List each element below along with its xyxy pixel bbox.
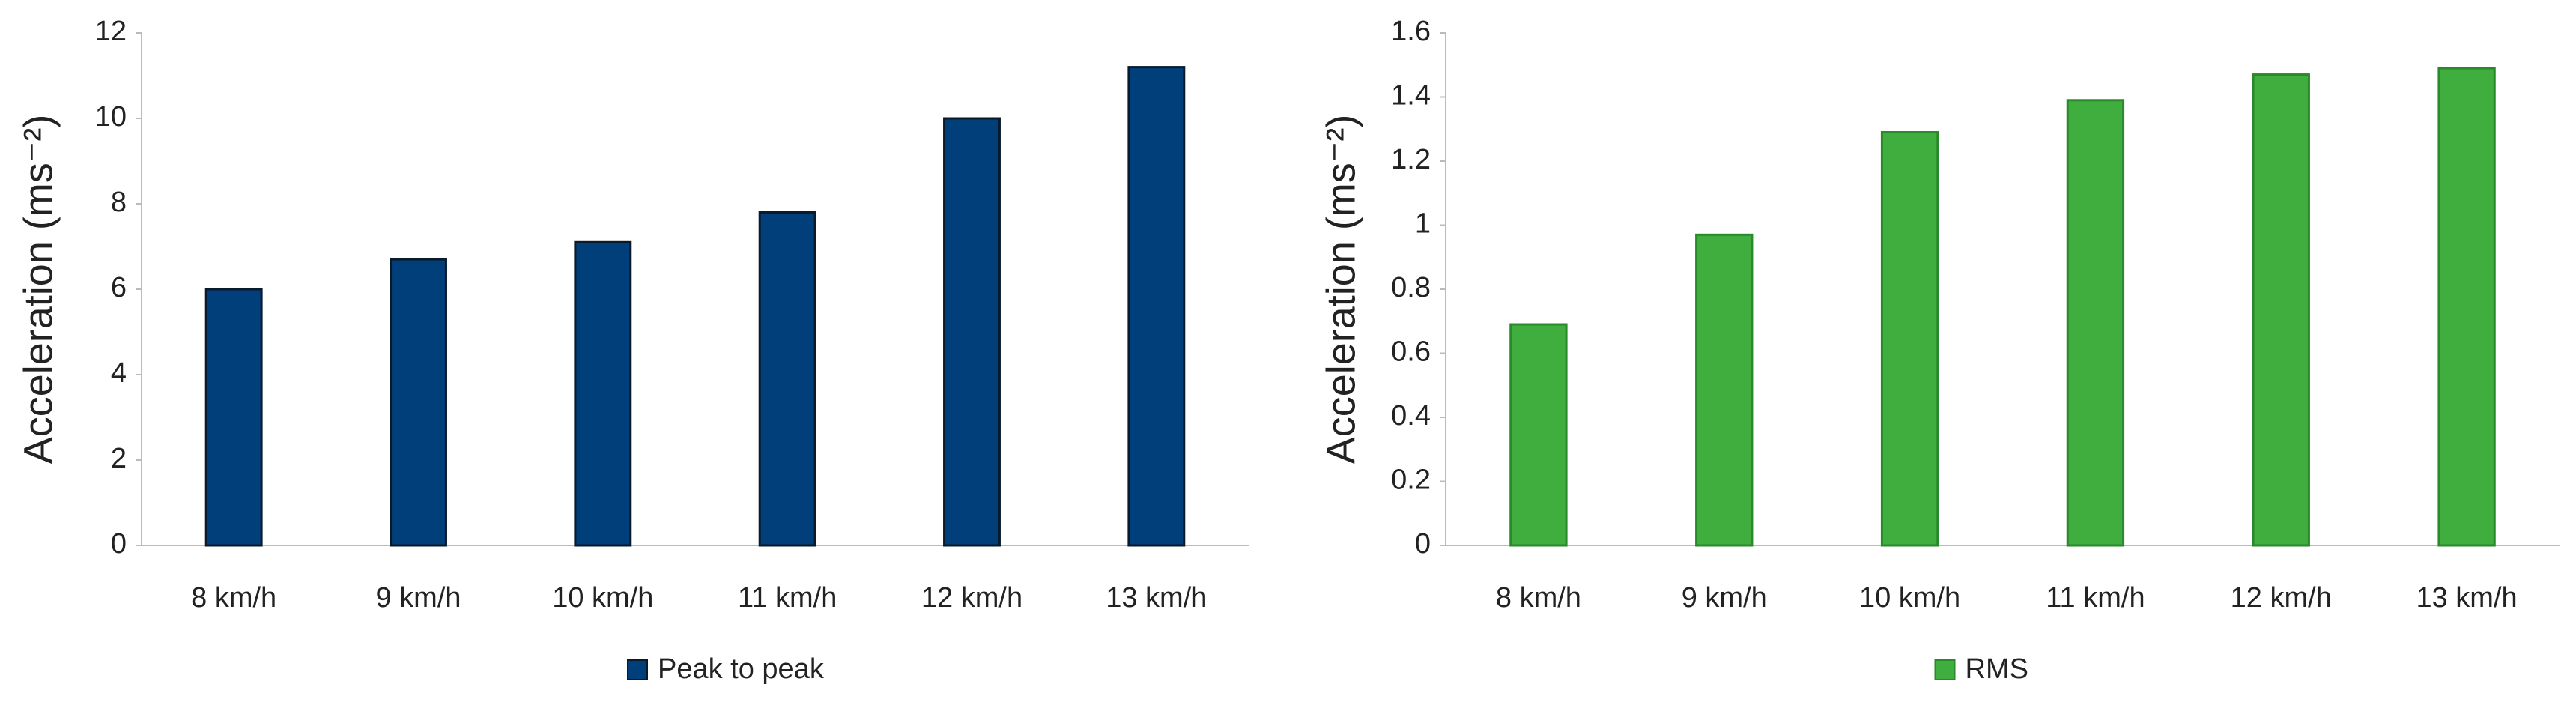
- bar: [2252, 73, 2310, 547]
- x-tick-label: 13 km/h: [1106, 582, 1207, 614]
- x-tick-label: 9 km/h: [1682, 582, 1767, 614]
- bar: [1880, 131, 1939, 547]
- y-tick-label: 1: [1415, 208, 1431, 240]
- y-tick-label: 0.2: [1391, 465, 1431, 496]
- bar: [2066, 99, 2125, 547]
- bar: [943, 117, 1001, 547]
- bar: [1695, 233, 1754, 547]
- bar: [1127, 66, 1186, 547]
- bar: [204, 288, 263, 547]
- bar: [390, 258, 447, 547]
- bar: [574, 240, 632, 547]
- bar: [758, 211, 816, 547]
- y-tick-label: 8: [111, 187, 127, 218]
- x-tick-label: 11 km/h: [2046, 582, 2145, 614]
- x-tick-label: 8 km/h: [191, 582, 276, 614]
- y-tick-label: 10: [95, 101, 127, 133]
- x-tick-label: 10 km/h: [552, 582, 653, 614]
- bar: [1509, 323, 1568, 547]
- x-tick-label: 12 km/h: [2231, 582, 2332, 614]
- y-tick-label: 12: [95, 16, 127, 47]
- x-tick-label: 13 km/h: [2416, 582, 2517, 614]
- x-tick-label: 11 km/h: [738, 582, 837, 614]
- legend-swatch: [1934, 659, 1956, 680]
- y-tick-label: 4: [111, 357, 127, 389]
- x-tick-label: 10 km/h: [1859, 582, 1960, 614]
- y-tick-label: 2: [111, 443, 127, 474]
- y-tick-label: 1.4: [1391, 80, 1431, 112]
- legend-swatch: [627, 659, 648, 680]
- y-tick-label: 1.2: [1391, 144, 1431, 175]
- y-axis-title: Acceleration (ms⁻²): [16, 115, 61, 465]
- legend-label: Peak to peak: [658, 653, 825, 685]
- y-tick-label: 6: [111, 272, 127, 303]
- bar: [2437, 67, 2496, 547]
- x-tick-label: 12 km/h: [921, 582, 1022, 614]
- x-tick-label: 8 km/h: [1496, 582, 1581, 614]
- y-tick-label: 0: [1415, 528, 1431, 560]
- y-tick-label: 1.6: [1391, 16, 1431, 47]
- y-tick-label: 0: [111, 528, 127, 560]
- y-axis-title: Acceleration (ms⁻²): [1318, 115, 1363, 465]
- x-tick-label: 9 km/h: [375, 582, 461, 614]
- y-tick-label: 0.6: [1391, 336, 1431, 368]
- y-tick-label: 0.8: [1391, 272, 1431, 303]
- legend-label: RMS: [1966, 653, 2028, 685]
- y-tick-label: 0.4: [1391, 400, 1431, 432]
